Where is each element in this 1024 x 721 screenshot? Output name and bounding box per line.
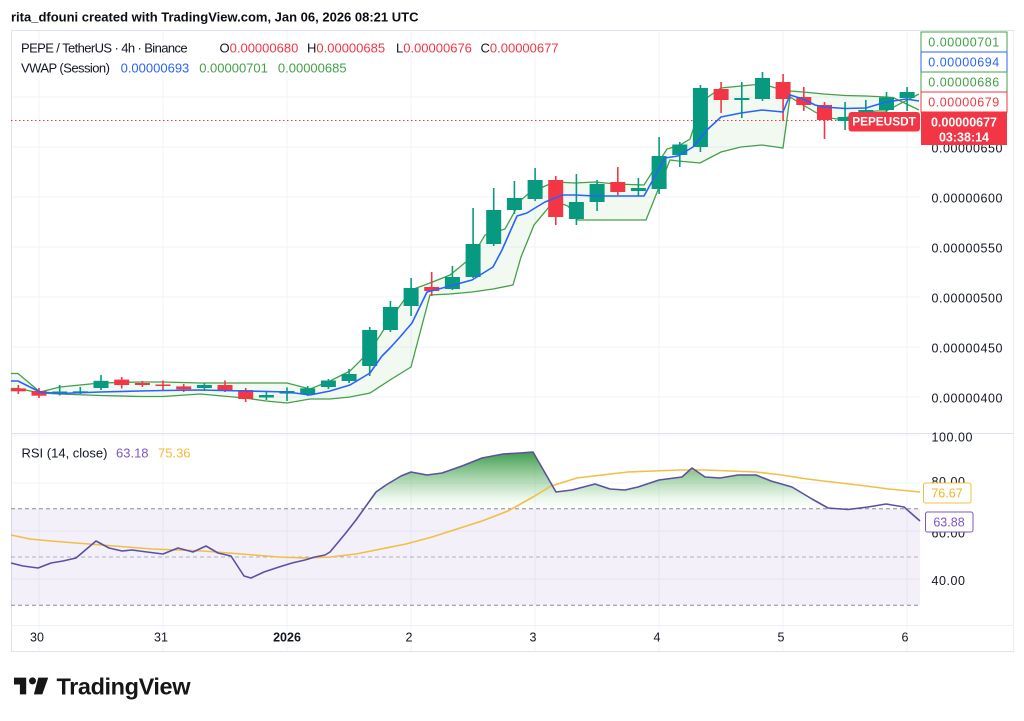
svg-text:63.88: 63.88 (933, 516, 964, 530)
svg-text:TradingView: TradingView (57, 673, 192, 699)
svg-text:5: 5 (778, 631, 785, 645)
svg-text:31: 31 (154, 631, 168, 645)
svg-text:PEPEUSDT: PEPEUSDT (852, 115, 916, 129)
svg-text:RSI (14, close): RSI (14, close) (22, 446, 108, 461)
svg-text:0.00000550: 0.00000550 (932, 241, 1004, 255)
svg-text:0.00000400: 0.00000400 (932, 391, 1004, 405)
svg-text:0.00000450: 0.00000450 (932, 341, 1004, 355)
svg-text:0.00000679: 0.00000679 (928, 96, 1000, 110)
svg-text:0.00000686: 0.00000686 (928, 76, 1000, 90)
svg-text:76.67: 76.67 (931, 487, 962, 501)
svg-text:4: 4 (654, 631, 661, 645)
svg-text:6: 6 (902, 631, 909, 645)
svg-text:0.00000677: 0.00000677 (931, 116, 997, 130)
svg-text:0.00000701: 0.00000701 (199, 61, 268, 76)
svg-text:L0.00000676: L0.00000676 (396, 41, 472, 56)
svg-text:2: 2 (406, 631, 413, 645)
svg-text:O0.00000680: O0.00000680 (220, 41, 299, 56)
svg-text:PEPE / TetherUS · 4h · Binance: PEPE / TetherUS · 4h · Binance (21, 41, 187, 56)
svg-text:0.00000500: 0.00000500 (932, 291, 1004, 305)
svg-text:75.36: 75.36 (158, 446, 191, 461)
svg-text:rita_dfouni created with Tradi: rita_dfouni created with TradingView.com… (11, 10, 419, 25)
svg-text:3: 3 (530, 631, 537, 645)
svg-text:0.00000685: 0.00000685 (278, 61, 347, 76)
svg-text:63.18: 63.18 (116, 446, 149, 461)
svg-text:0.00000693: 0.00000693 (121, 61, 190, 76)
svg-text:03:38:14: 03:38:14 (939, 131, 989, 145)
svg-text:30: 30 (30, 631, 44, 645)
svg-text:40.00: 40.00 (932, 574, 966, 588)
svg-text:H0.00000685: H0.00000685 (307, 41, 385, 56)
svg-text:VWAP (Session): VWAP (Session) (21, 61, 110, 76)
svg-text:0.00000701: 0.00000701 (928, 36, 1000, 50)
svg-text:C0.00000677: C0.00000677 (481, 41, 559, 56)
svg-text:0.00000600: 0.00000600 (932, 191, 1004, 205)
svg-text:100.00: 100.00 (932, 430, 974, 444)
svg-text:2026: 2026 (273, 631, 301, 645)
svg-text:0.00000694: 0.00000694 (928, 56, 1000, 70)
